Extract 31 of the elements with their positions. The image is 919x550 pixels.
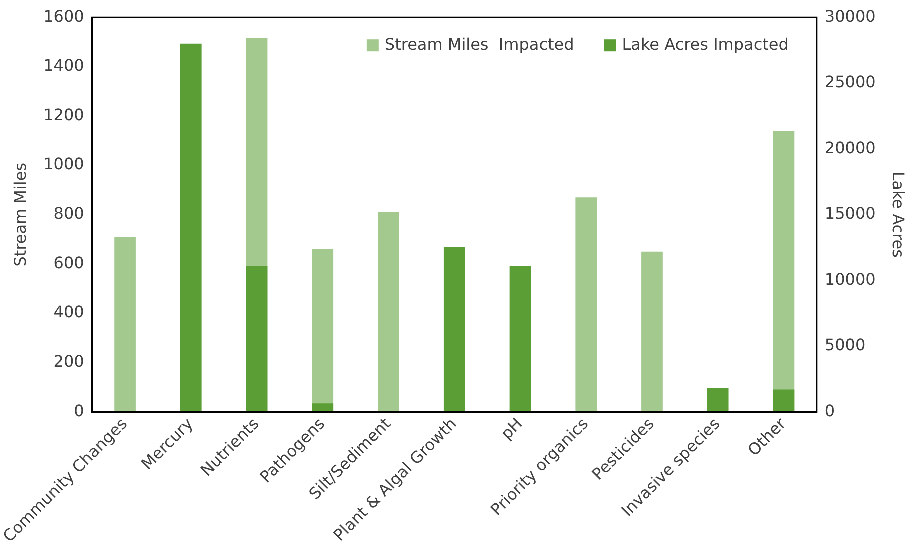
y2-tick-label: 25000: [824, 72, 876, 92]
bar: [510, 266, 532, 412]
bar: [378, 212, 400, 412]
bar: [576, 198, 598, 412]
y2-tick-label: 20000: [824, 138, 876, 158]
y2-axis-title: Lake Acres: [889, 172, 908, 258]
y-tick-label: 600: [54, 253, 84, 272]
bar: [444, 247, 466, 412]
bar: [707, 388, 729, 412]
x-tick-label: pH: [497, 414, 526, 444]
y-tick-label: 1600: [44, 6, 84, 26]
legend-label: Lake Acres Impacted: [622, 34, 789, 54]
bar: [180, 44, 202, 412]
y2-tick-label: 5000: [824, 336, 866, 355]
y2-tick-label: 15000: [824, 204, 876, 224]
bar: [114, 237, 136, 412]
y-axis-title: Stream Miles: [11, 162, 30, 267]
bar: [773, 390, 795, 412]
y2-tick-label: 0: [824, 401, 836, 420]
y-tick-label: 1200: [44, 105, 84, 124]
y-tick-label: 800: [54, 204, 84, 224]
y2-tick-label: 30000: [824, 6, 876, 26]
y-tick-label: 400: [54, 302, 84, 322]
y2-tick-label: 10000: [824, 270, 876, 289]
y-tick-label: 1000: [44, 154, 84, 174]
bar: [642, 252, 663, 412]
bar: [312, 404, 334, 412]
y-tick-label: 0: [74, 401, 84, 420]
y-tick-label: 1400: [44, 56, 84, 76]
legend-label: Stream Miles Impacted: [384, 34, 574, 54]
y-tick-label: 200: [54, 352, 84, 371]
